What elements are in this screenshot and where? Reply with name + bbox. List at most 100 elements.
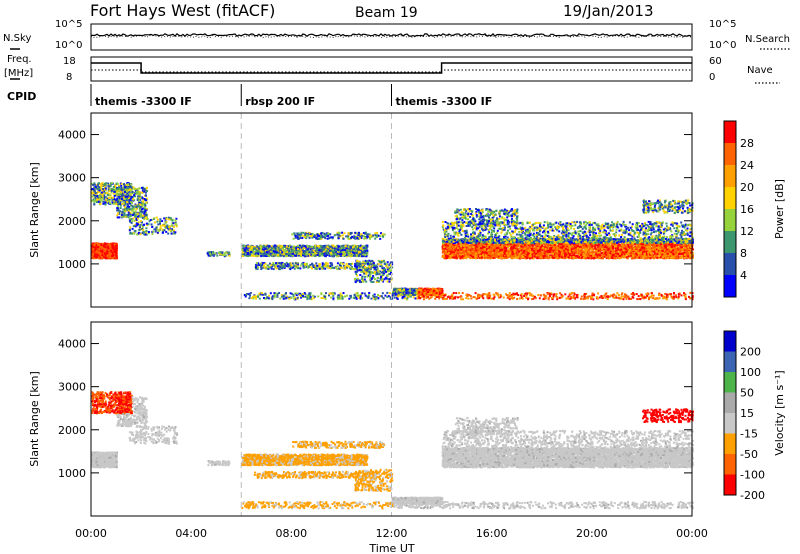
echo-cell xyxy=(356,278,359,281)
echo-cell xyxy=(127,183,129,186)
echo-cell xyxy=(225,251,228,254)
echo-cell xyxy=(105,254,107,257)
echo-cell xyxy=(351,251,354,254)
echo-cell xyxy=(372,275,375,277)
echo-cell xyxy=(134,230,137,233)
echo-cell xyxy=(318,233,321,236)
echo-cell xyxy=(123,186,126,189)
echo-cell xyxy=(325,261,328,264)
nsearch-tick-top: 10^5 xyxy=(709,19,736,30)
echo-cell xyxy=(357,264,360,267)
echo-cell xyxy=(348,266,351,269)
echo-cell xyxy=(116,207,119,210)
echo-cell xyxy=(125,215,128,218)
echo-cell xyxy=(307,234,310,237)
echo-cell xyxy=(289,246,292,249)
echo-cell xyxy=(320,245,323,248)
echo-cell xyxy=(281,251,284,254)
echo-cell xyxy=(381,233,384,236)
echo-cell xyxy=(171,229,174,232)
echo-cell xyxy=(279,266,282,268)
echo-cell xyxy=(91,195,94,198)
echo-cell xyxy=(260,268,263,270)
echo-cell xyxy=(361,264,364,267)
echo-cell xyxy=(321,234,324,237)
echo-cell xyxy=(332,244,335,247)
echo-cell xyxy=(338,247,341,250)
echo-cell xyxy=(275,251,278,254)
echo-cell xyxy=(118,188,121,191)
echo-cell xyxy=(375,235,378,238)
echo-cell xyxy=(271,247,274,250)
echo-cell xyxy=(206,252,209,255)
echo-cell xyxy=(98,201,101,204)
echo-cell xyxy=(297,248,299,250)
echo-cell xyxy=(111,202,114,205)
echo-cell xyxy=(101,184,104,187)
echo-cell xyxy=(391,263,394,266)
echo-cell xyxy=(326,248,329,251)
echo-cell xyxy=(270,245,273,248)
echo-cell xyxy=(298,234,301,237)
echo-cell xyxy=(260,244,262,247)
echo-cell xyxy=(106,197,109,200)
nsearch-label: N.Search xyxy=(745,34,790,45)
echo-cell xyxy=(145,199,148,202)
echo-cell xyxy=(267,268,270,270)
echo-cell xyxy=(367,262,369,265)
echo-cell xyxy=(142,207,145,210)
echo-cell xyxy=(426,293,429,296)
echo-cell xyxy=(100,251,102,254)
echo-cell xyxy=(351,255,354,257)
echo-cell xyxy=(109,254,112,257)
echo-cell xyxy=(366,275,369,278)
echo-cell xyxy=(121,203,124,205)
echo-cell xyxy=(356,260,359,263)
echo-cell xyxy=(299,246,302,248)
echo-cell xyxy=(273,244,276,247)
echo-cell xyxy=(331,246,334,249)
echo-cell xyxy=(335,246,338,249)
echo-cell xyxy=(91,256,94,259)
echo-cell xyxy=(285,261,288,264)
echo-cell xyxy=(119,207,122,210)
echo-cell xyxy=(337,233,340,236)
echo-cell xyxy=(101,243,104,245)
echo-cell xyxy=(316,238,319,240)
echo-cell xyxy=(432,290,435,292)
echo-cell xyxy=(290,252,293,255)
echo-cell xyxy=(429,290,432,293)
echo-cell xyxy=(366,271,369,274)
echo-cell xyxy=(364,237,367,240)
echo-cell xyxy=(344,249,347,251)
echo-cell xyxy=(132,210,135,213)
echo-cell xyxy=(274,253,277,256)
echo-cell xyxy=(241,244,244,247)
echo-cell xyxy=(299,244,301,247)
echo-cell xyxy=(362,280,365,283)
echo-cell xyxy=(144,206,147,209)
echo-cell xyxy=(375,281,378,283)
echo-cell xyxy=(345,247,348,250)
echo-cell xyxy=(207,254,210,257)
echo-cell xyxy=(123,215,126,218)
echo-cell xyxy=(175,225,178,228)
echo-cell xyxy=(143,199,146,202)
echo-cell xyxy=(91,192,94,194)
echo-cell xyxy=(381,267,384,270)
echo-cell xyxy=(365,271,368,274)
echo-cell xyxy=(410,288,413,291)
echo-cell xyxy=(364,262,367,265)
echo-cell xyxy=(366,234,369,237)
echo-cell xyxy=(365,255,368,258)
echo-cell xyxy=(135,206,138,209)
echo-cell xyxy=(119,196,121,199)
echo-cell xyxy=(431,289,433,292)
echo-cell xyxy=(138,190,141,193)
echo-cell xyxy=(314,254,317,257)
echo-cell xyxy=(144,204,147,207)
echo-cell xyxy=(321,250,324,253)
echo-cell xyxy=(290,264,293,267)
echo-cell xyxy=(105,182,107,185)
echo-cell xyxy=(133,207,136,210)
